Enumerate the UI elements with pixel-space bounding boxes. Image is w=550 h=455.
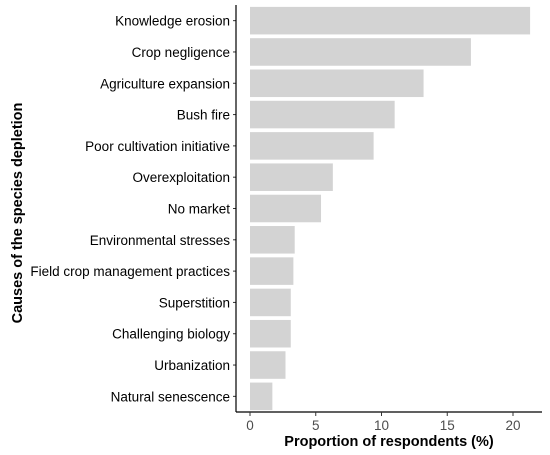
x-axis-ticks: 0 5 10 15 20 xyxy=(246,412,521,433)
bar-overexploitation xyxy=(250,163,333,191)
category-label: Urbanization xyxy=(154,358,230,373)
bar-crop-negligence xyxy=(250,38,471,66)
bar-field-crop-management-practices xyxy=(250,257,294,285)
x-axis-title: Proportion of respondents (%) xyxy=(284,434,494,450)
category-label: Bush fire xyxy=(177,108,230,123)
bar-natural-senescence xyxy=(250,382,273,411)
category-labels: Knowledge erosion Crop negligence Agricult… xyxy=(30,14,236,404)
bar-bush-fire xyxy=(250,100,395,129)
category-label: Challenging biology xyxy=(112,327,230,342)
bar-poor-cultivation-initiative xyxy=(250,132,374,160)
category-label: Crop negligence xyxy=(132,45,230,60)
bar-no-market xyxy=(250,194,322,223)
x-tick-label: 5 xyxy=(312,418,320,433)
category-label: Poor cultivation initiative xyxy=(85,139,230,154)
category-label: Knowledge erosion xyxy=(115,14,230,29)
bar-superstition xyxy=(250,288,291,317)
x-tick-label: 15 xyxy=(440,418,455,433)
bars-group xyxy=(250,6,531,411)
category-label: Agriculture expansion xyxy=(100,76,230,91)
category-label: Natural senescence xyxy=(111,389,230,404)
category-label: Overexploitation xyxy=(132,170,230,185)
x-tick-label: 10 xyxy=(374,418,389,433)
category-label: Superstition xyxy=(159,295,230,310)
bar-urbanization xyxy=(250,351,286,379)
x-tick-label: 0 xyxy=(246,418,254,433)
bar-knowledge-erosion xyxy=(250,6,531,35)
category-label: Environmental stresses xyxy=(90,233,231,248)
bar-agriculture-expansion xyxy=(250,69,424,98)
bar-challenging-biology xyxy=(250,319,291,348)
x-tick-label: 20 xyxy=(505,418,520,433)
category-label: No market xyxy=(168,202,231,217)
bar-environmental-stresses xyxy=(250,226,295,254)
y-axis-title: Causes of the species depletion xyxy=(10,103,26,324)
category-label: Field crop management practices xyxy=(30,264,230,279)
